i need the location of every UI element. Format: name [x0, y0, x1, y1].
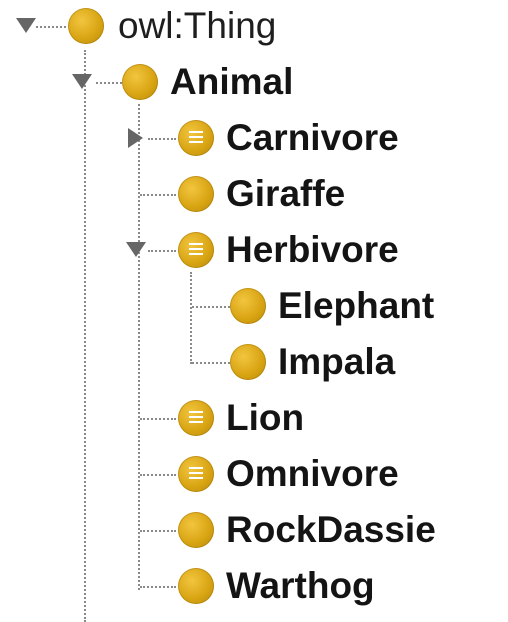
tree-node-label: Carnivore	[226, 117, 399, 158]
defined-class-icon	[178, 456, 214, 492]
tree-node-omnivore[interactable]: Omnivore	[176, 452, 436, 496]
tree-connector	[140, 194, 176, 196]
tree-guide-line	[138, 104, 140, 590]
tree-connector	[192, 306, 230, 308]
class-circle-icon	[230, 344, 266, 380]
tree-node-label: RockDassie	[226, 509, 436, 550]
class-circle-icon	[178, 512, 214, 548]
defined-class-icon	[178, 120, 214, 156]
tree-node-label: Herbivore	[226, 229, 399, 270]
class-circle-icon	[68, 8, 104, 44]
tree-connector	[148, 138, 176, 140]
tree-node-giraffe[interactable]: Giraffe	[176, 172, 376, 216]
tree-connector	[96, 82, 122, 84]
tree-node-animal[interactable]: Animal	[120, 60, 320, 104]
tree-node-lion[interactable]: Lion	[176, 396, 336, 440]
defined-class-icon	[178, 400, 214, 436]
tree-connector	[140, 418, 176, 420]
tree-guide-line	[84, 50, 86, 622]
tree-connector	[140, 586, 176, 588]
tree-connector	[148, 250, 176, 252]
expand-toggle-carnivore[interactable]	[128, 128, 143, 148]
class-circle-icon	[178, 568, 214, 604]
class-circle-icon	[178, 176, 214, 212]
tree-node-label: Giraffe	[226, 173, 346, 214]
expand-toggle-owl-thing[interactable]	[16, 18, 36, 33]
tree-node-owl-thing[interactable]: owl:Thing	[66, 4, 306, 48]
tree-node-elephant[interactable]: Elephant	[228, 284, 478, 328]
tree-node-label: Warthog	[226, 565, 375, 606]
tree-connector	[36, 26, 66, 28]
tree-node-label: Elephant	[278, 285, 435, 326]
tree-node-carnivore[interactable]: Carnivore	[176, 116, 436, 160]
defined-class-icon	[178, 232, 214, 268]
tree-connector	[140, 474, 176, 476]
tree-connector	[140, 530, 176, 532]
class-circle-icon	[122, 64, 158, 100]
tree-node-label: Impala	[278, 341, 396, 382]
expand-toggle-herbivore[interactable]	[126, 242, 146, 257]
tree-node-label: Animal	[170, 61, 294, 102]
tree-node-impala[interactable]: Impala	[228, 340, 448, 384]
class-circle-icon	[230, 288, 266, 324]
tree-node-herbivore[interactable]: Herbivore	[176, 228, 436, 272]
expand-toggle-animal[interactable]	[72, 74, 92, 89]
tree-node-warthog[interactable]: Warthog	[176, 564, 416, 608]
tree-guide-line	[190, 272, 192, 364]
tree-node-label: owl:Thing	[118, 5, 277, 46]
tree-node-rockdassie[interactable]: RockDassie	[176, 508, 486, 552]
tree-connector	[192, 362, 230, 364]
tree-node-label: Lion	[226, 397, 305, 438]
tree-node-label: Omnivore	[226, 453, 399, 494]
